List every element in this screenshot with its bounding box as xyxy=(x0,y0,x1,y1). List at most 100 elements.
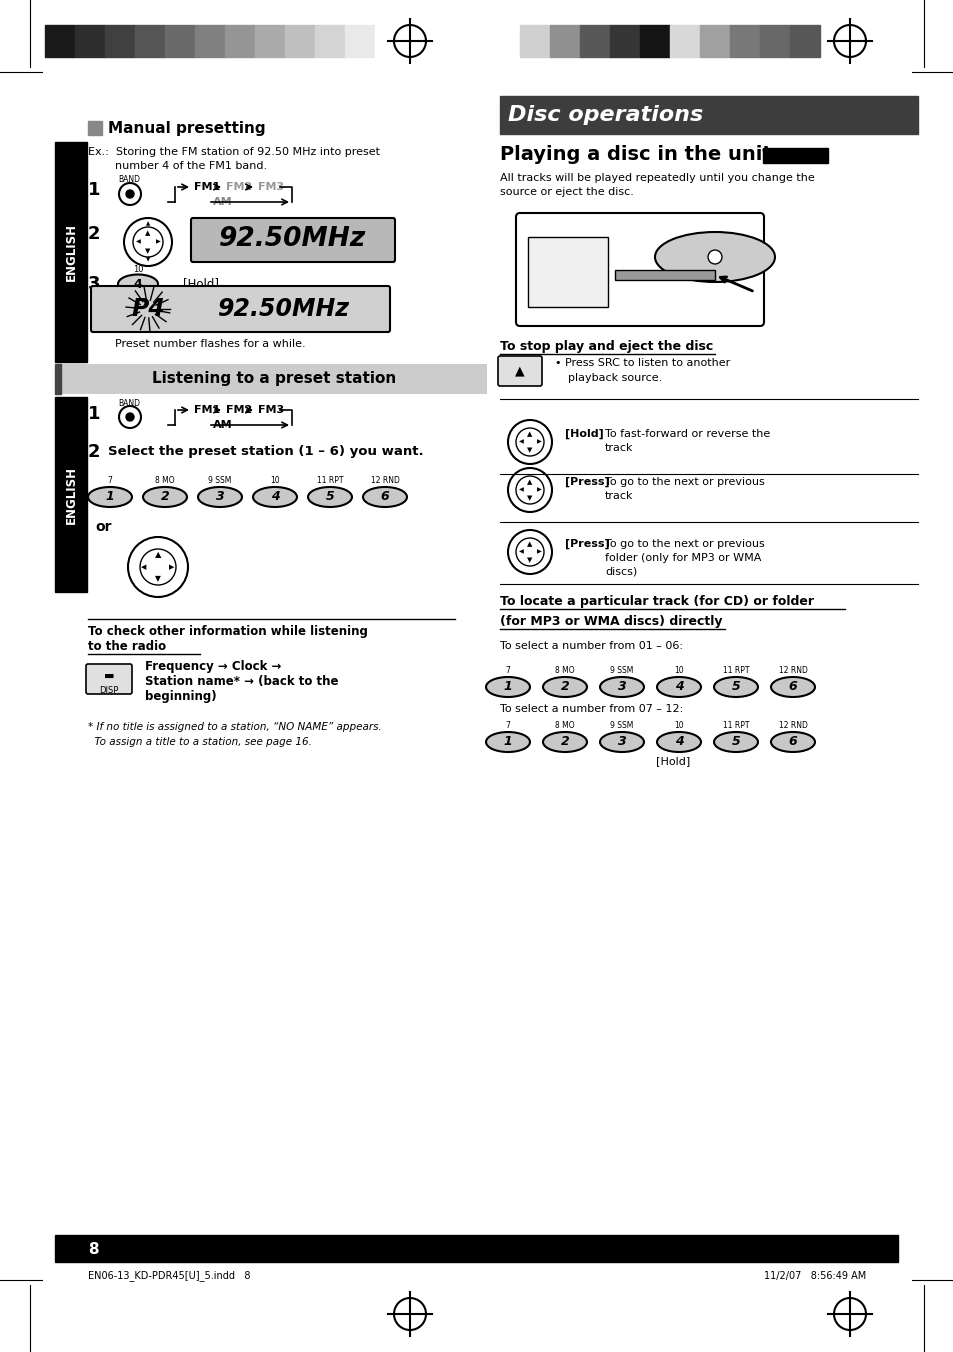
Text: To check other information while listening: To check other information while listeni… xyxy=(88,626,368,638)
Bar xyxy=(527,237,607,307)
Text: 9 SSM: 9 SSM xyxy=(610,722,633,730)
Bar xyxy=(55,397,87,592)
Text: To locate a particular track (for CD) or folder: To locate a particular track (for CD) or… xyxy=(499,595,813,608)
Text: FM2: FM2 xyxy=(226,406,252,415)
Ellipse shape xyxy=(485,731,530,752)
Text: ▲: ▲ xyxy=(154,550,161,560)
Text: 2: 2 xyxy=(160,491,170,503)
Text: 5: 5 xyxy=(731,680,740,694)
Ellipse shape xyxy=(770,677,814,698)
Text: 3: 3 xyxy=(617,680,626,694)
Bar xyxy=(254,24,285,57)
Text: ▼: ▼ xyxy=(145,247,151,254)
Text: ◀: ◀ xyxy=(141,564,147,571)
Bar xyxy=(88,120,102,135)
Text: 8 MO: 8 MO xyxy=(155,476,174,485)
Text: Station name* → (back to the: Station name* → (back to the xyxy=(145,676,338,688)
Text: Frequency → Clock →: Frequency → Clock → xyxy=(145,661,281,673)
Text: ▶: ▶ xyxy=(536,439,540,445)
Bar xyxy=(345,24,375,57)
Text: ▲: ▲ xyxy=(145,230,151,237)
Bar xyxy=(615,270,714,280)
Text: ENGLISH: ENGLISH xyxy=(65,466,77,525)
Text: AM: AM xyxy=(213,197,233,207)
Text: 12 RND: 12 RND xyxy=(370,476,399,485)
Text: 1: 1 xyxy=(88,181,100,199)
FancyBboxPatch shape xyxy=(91,287,390,333)
Ellipse shape xyxy=(143,487,187,507)
Text: beginning): beginning) xyxy=(145,691,216,703)
Text: ◀: ◀ xyxy=(135,239,140,245)
Text: ▼: ▼ xyxy=(527,557,532,562)
Text: • Press SRC to listen to another: • Press SRC to listen to another xyxy=(555,358,729,368)
Ellipse shape xyxy=(599,677,643,698)
Text: 10: 10 xyxy=(270,476,279,485)
Bar xyxy=(639,24,669,57)
Text: source or eject the disc.: source or eject the disc. xyxy=(499,187,633,197)
Text: 2: 2 xyxy=(560,680,569,694)
Text: 9 SSM: 9 SSM xyxy=(610,667,633,676)
Text: To select a number from 01 – 06:: To select a number from 01 – 06: xyxy=(499,641,682,652)
Text: 6: 6 xyxy=(788,735,797,749)
Text: 4: 4 xyxy=(674,735,682,749)
Text: Select the preset station (1 – 6) you want.: Select the preset station (1 – 6) you wa… xyxy=(108,446,423,458)
Text: To assign a title to a station, see page 16.: To assign a title to a station, see page… xyxy=(88,737,312,748)
Text: 12 RND: 12 RND xyxy=(778,722,806,730)
Text: * If no title is assigned to a station, “NO NAME” appears.: * If no title is assigned to a station, … xyxy=(88,722,381,731)
Text: ▲: ▲ xyxy=(515,365,524,377)
Text: ▬: ▬ xyxy=(104,671,114,681)
Ellipse shape xyxy=(308,487,352,507)
Text: ▼: ▼ xyxy=(155,575,161,584)
Text: 8 MO: 8 MO xyxy=(555,667,575,676)
Text: Preset number flashes for a while.: Preset number flashes for a while. xyxy=(114,339,305,349)
Ellipse shape xyxy=(713,731,758,752)
Bar xyxy=(105,24,135,57)
Text: 92.50MHz: 92.50MHz xyxy=(219,226,366,251)
Text: To stop play and eject the disc: To stop play and eject the disc xyxy=(499,341,713,353)
Text: 5: 5 xyxy=(325,491,334,503)
Text: Manual presetting: Manual presetting xyxy=(108,120,265,135)
Text: To fast-forward or reverse the: To fast-forward or reverse the xyxy=(604,429,769,439)
Ellipse shape xyxy=(770,731,814,752)
Bar xyxy=(135,24,165,57)
Text: 7: 7 xyxy=(505,722,510,730)
Text: FM1: FM1 xyxy=(193,183,220,192)
Text: 1: 1 xyxy=(503,680,512,694)
Text: 8: 8 xyxy=(88,1241,98,1256)
Text: ◀: ◀ xyxy=(518,488,523,492)
Bar xyxy=(314,24,345,57)
Bar xyxy=(285,24,314,57)
Text: 7: 7 xyxy=(108,476,112,485)
Text: FM2: FM2 xyxy=(226,183,252,192)
Text: ▼: ▼ xyxy=(527,448,532,453)
Text: 3: 3 xyxy=(617,735,626,749)
Text: ▶: ▶ xyxy=(169,564,174,571)
Text: 3: 3 xyxy=(88,274,100,293)
Ellipse shape xyxy=(599,731,643,752)
Circle shape xyxy=(126,191,133,197)
Text: (for MP3 or WMA discs) directly: (for MP3 or WMA discs) directly xyxy=(499,615,721,629)
Text: track: track xyxy=(604,491,633,502)
Bar xyxy=(760,24,789,57)
Bar xyxy=(55,142,87,362)
Bar xyxy=(165,24,194,57)
Ellipse shape xyxy=(363,487,407,507)
Text: All tracks will be played repeatedly until you change the: All tracks will be played repeatedly unt… xyxy=(499,173,814,183)
Text: [Hold]: [Hold] xyxy=(655,756,689,767)
Ellipse shape xyxy=(485,677,530,698)
Text: To go to the next or previous: To go to the next or previous xyxy=(604,539,764,549)
Text: BAND: BAND xyxy=(118,176,140,184)
Bar xyxy=(375,24,405,57)
FancyBboxPatch shape xyxy=(86,664,132,694)
Bar xyxy=(669,24,700,57)
Text: [Press]: [Press] xyxy=(564,477,609,487)
Bar xyxy=(45,24,75,57)
Text: [Hold]: [Hold] xyxy=(183,277,219,291)
Circle shape xyxy=(707,250,721,264)
Text: ▶: ▶ xyxy=(536,488,540,492)
FancyBboxPatch shape xyxy=(191,218,395,262)
Text: ▲: ▲ xyxy=(527,541,532,548)
Text: 7: 7 xyxy=(505,667,510,676)
Text: AM: AM xyxy=(213,420,233,430)
Text: To select a number from 07 – 12:: To select a number from 07 – 12: xyxy=(499,704,682,714)
